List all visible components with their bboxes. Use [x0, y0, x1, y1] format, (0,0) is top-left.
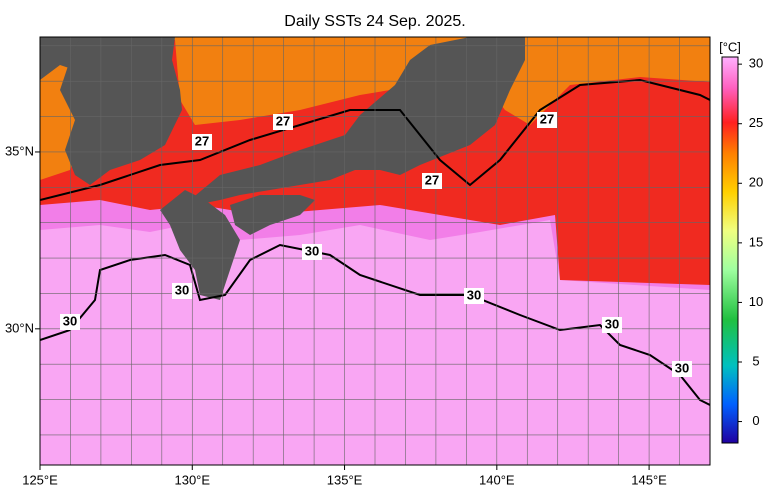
contour-label: 30	[675, 360, 689, 375]
sea-orange	[40, 37, 710, 180]
contour-label-box	[602, 317, 622, 333]
contour-label: 30	[305, 243, 319, 258]
contour-label: 27	[195, 133, 209, 148]
x-tick-label: 140°E	[479, 472, 515, 487]
colorbar-tick-label: 30	[749, 56, 763, 71]
x-tick-label: 130°E	[174, 472, 210, 487]
y-tick-label: 35°N	[5, 143, 34, 158]
colorbar-tick-label: 10	[749, 294, 763, 309]
colorbar-tick-label: 0	[752, 413, 759, 428]
title: Daily SSTs 24 Sep. 2025.	[284, 13, 465, 30]
contour-label-box	[60, 314, 80, 330]
map-area	[40, 37, 710, 465]
colorbar	[721, 56, 739, 444]
contour-label-box	[273, 114, 293, 130]
contour-label: 27	[540, 111, 554, 126]
contour-label: 30	[467, 287, 481, 302]
x-tick-label: 125°E	[22, 472, 58, 487]
contour-label-box	[464, 288, 484, 304]
contour-label: 30	[175, 282, 189, 297]
contour-label-box	[172, 283, 192, 299]
contour-label-box	[302, 244, 322, 260]
y-tick-label: 30°N	[5, 320, 34, 335]
contour-label: 30	[63, 313, 77, 328]
x-tick-label: 145°E	[631, 472, 667, 487]
colorbar-tick-label: 25	[749, 115, 763, 130]
colorbar-tick-label: 5	[752, 353, 759, 368]
contour-label: 30	[605, 316, 619, 331]
land	[190, 37, 525, 205]
colorbar-label: [°C]	[719, 39, 741, 54]
colorbar-tick-label: 15	[749, 234, 763, 249]
map-frame	[39, 36, 711, 466]
land	[230, 195, 315, 235]
contour-label-box	[422, 173, 442, 189]
contour-label: 27	[276, 113, 290, 128]
contour-label-box	[192, 134, 212, 150]
land	[60, 37, 182, 185]
contour-label-box	[537, 112, 557, 128]
colorbar-tick-label: 20	[749, 175, 763, 190]
contour-27	[40, 78, 710, 201]
contour-30	[40, 243, 710, 406]
contour-label: 27	[425, 172, 439, 187]
x-tick-label: 135°E	[327, 472, 363, 487]
contour-label-box	[672, 361, 692, 377]
land	[160, 190, 240, 300]
